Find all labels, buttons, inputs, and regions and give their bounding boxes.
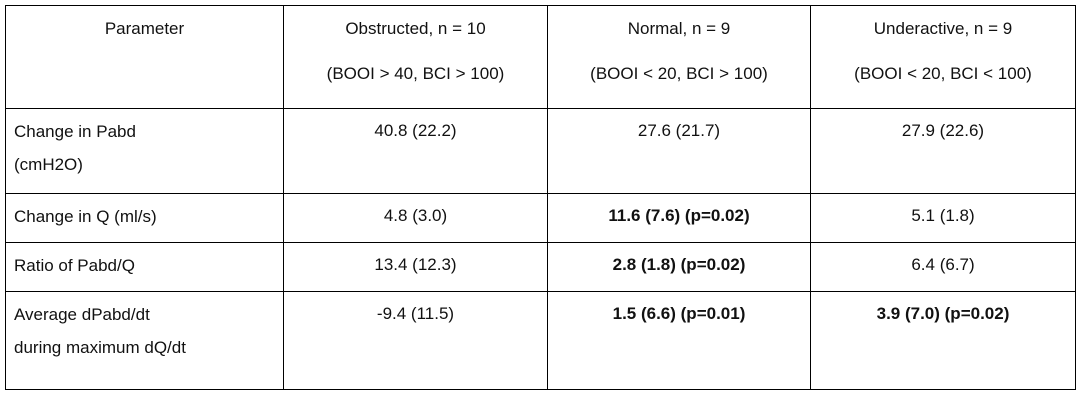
header-row: Parameter Obstructed, n = 10 (BOOI > 40, … (5, 5, 1076, 109)
value-cell: 2.8 (1.8) (p=0.02) (547, 242, 811, 292)
results-table: Parameter Obstructed, n = 10 (BOOI > 40, … (5, 5, 1076, 390)
header-text: (BOOI < 20, BCI < 100) (854, 64, 1032, 83)
value-cell: 3.9 (7.0) (p=0.02) (810, 291, 1076, 390)
parameter-cell: Change in Pabd (cmH2O) (5, 108, 284, 194)
header-cell: Underactive, n = 9 (BOOI < 20, BCI < 100) (810, 5, 1076, 109)
value-cell: 27.6 (21.7) (547, 108, 811, 194)
value-cell: -9.4 (11.5) (283, 291, 548, 390)
header-text: (BOOI > 40, BCI > 100) (326, 64, 505, 83)
header-text: Parameter (104, 19, 185, 38)
parameter-text: Change in Q (ml/s) (14, 207, 157, 226)
value-cell: 6.4 (6.7) (810, 242, 1076, 292)
header-text: Normal, n = 9 (627, 19, 731, 38)
value-cell: 40.8 (22.2) (283, 108, 548, 194)
value-cell: 4.8 (3.0) (283, 193, 548, 243)
parameter-text: Ratio of Pabd/Q (14, 256, 135, 275)
table-row: Change in Pabd (cmH2O) 40.8 (22.2) 27.6 (… (5, 108, 1076, 194)
parameter-text: (cmH2O) (14, 155, 83, 174)
parameter-text: during maximum dQ/dt (14, 338, 186, 357)
parameter-cell: Change in Q (ml/s) (5, 193, 284, 243)
value-cell: 1.5 (6.6) (p=0.01) (547, 291, 811, 390)
value-cell: 13.4 (12.3) (283, 242, 548, 292)
header-cell: Obstructed, n = 10 (BOOI > 40, BCI > 100) (283, 5, 548, 109)
table-row: Ratio of Pabd/Q 13.4 (12.3) 2.8 (1.8) (p… (5, 242, 1076, 292)
table-row: Change in Q (ml/s) 4.8 (3.0) 11.6 (7.6) … (5, 193, 1076, 243)
header-text: Underactive, n = 9 (873, 19, 1013, 38)
parameter-text: Change in Pabd (14, 122, 136, 141)
header-cell: Parameter (5, 5, 284, 109)
value-cell: 11.6 (7.6) (p=0.02) (547, 193, 811, 243)
parameter-cell: Average dPabd/dt during maximum dQ/dt (5, 291, 284, 390)
table-row: Average dPabd/dt during maximum dQ/dt -9.… (5, 291, 1076, 390)
header-cell: Normal, n = 9 (BOOI < 20, BCI > 100) (547, 5, 811, 109)
header-text: (BOOI < 20, BCI > 100) (590, 64, 768, 83)
header-text: Obstructed, n = 10 (345, 19, 486, 38)
value-cell: 27.9 (22.6) (810, 108, 1076, 194)
value-cell: 5.1 (1.8) (810, 193, 1076, 243)
parameter-cell: Ratio of Pabd/Q (5, 242, 284, 292)
parameter-text: Average dPabd/dt (14, 305, 150, 324)
